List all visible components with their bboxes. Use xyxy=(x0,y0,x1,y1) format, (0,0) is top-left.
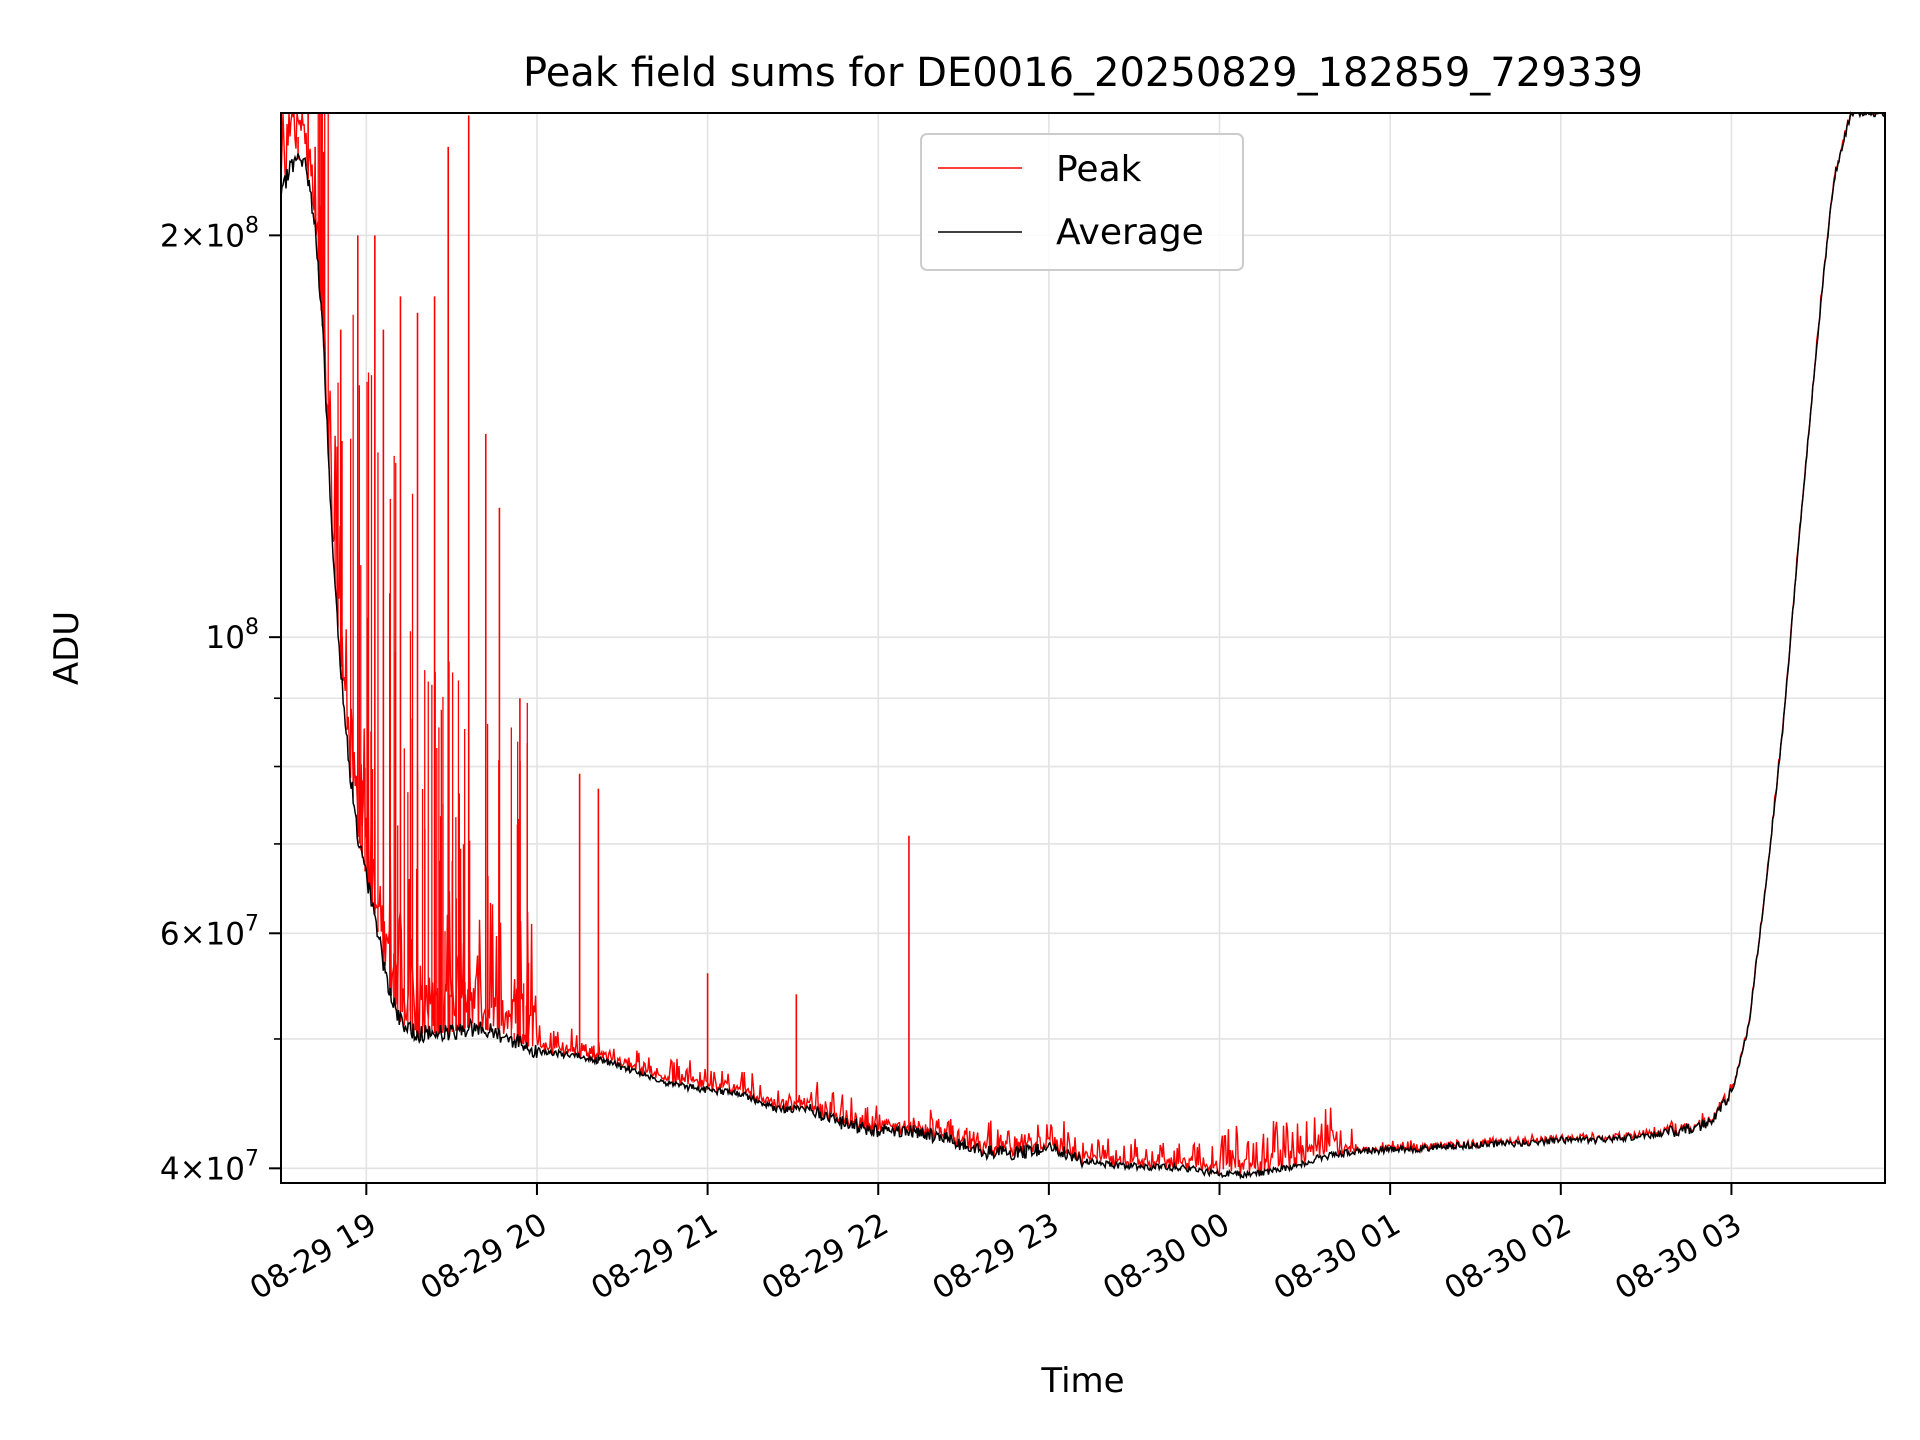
legend[interactable]: Peak Average xyxy=(920,133,1244,271)
peak-series xyxy=(280,112,1886,1176)
y-axis: 4×107 6×107 108 2×108 xyxy=(160,213,281,1187)
x-axis-label: Time xyxy=(1040,1361,1124,1401)
plot-frame xyxy=(280,112,1886,1184)
y-tick-label: 6×107 xyxy=(160,911,259,952)
y-tick-label: 4×107 xyxy=(160,1146,259,1187)
legend-peak-label: Peak xyxy=(1056,149,1142,190)
average-line xyxy=(280,111,1886,1180)
chart-title: Peak field sums for DE0016_20250829_1828… xyxy=(523,50,1643,96)
average-series xyxy=(280,111,1886,1180)
grid xyxy=(281,113,1885,1183)
legend-average-label: Average xyxy=(1056,212,1204,253)
y-axis-label: ADU xyxy=(47,611,87,685)
y-tick-label: 108 xyxy=(206,615,259,656)
y-tick-label: 2×108 xyxy=(160,213,259,254)
peak-line xyxy=(280,112,1886,1176)
